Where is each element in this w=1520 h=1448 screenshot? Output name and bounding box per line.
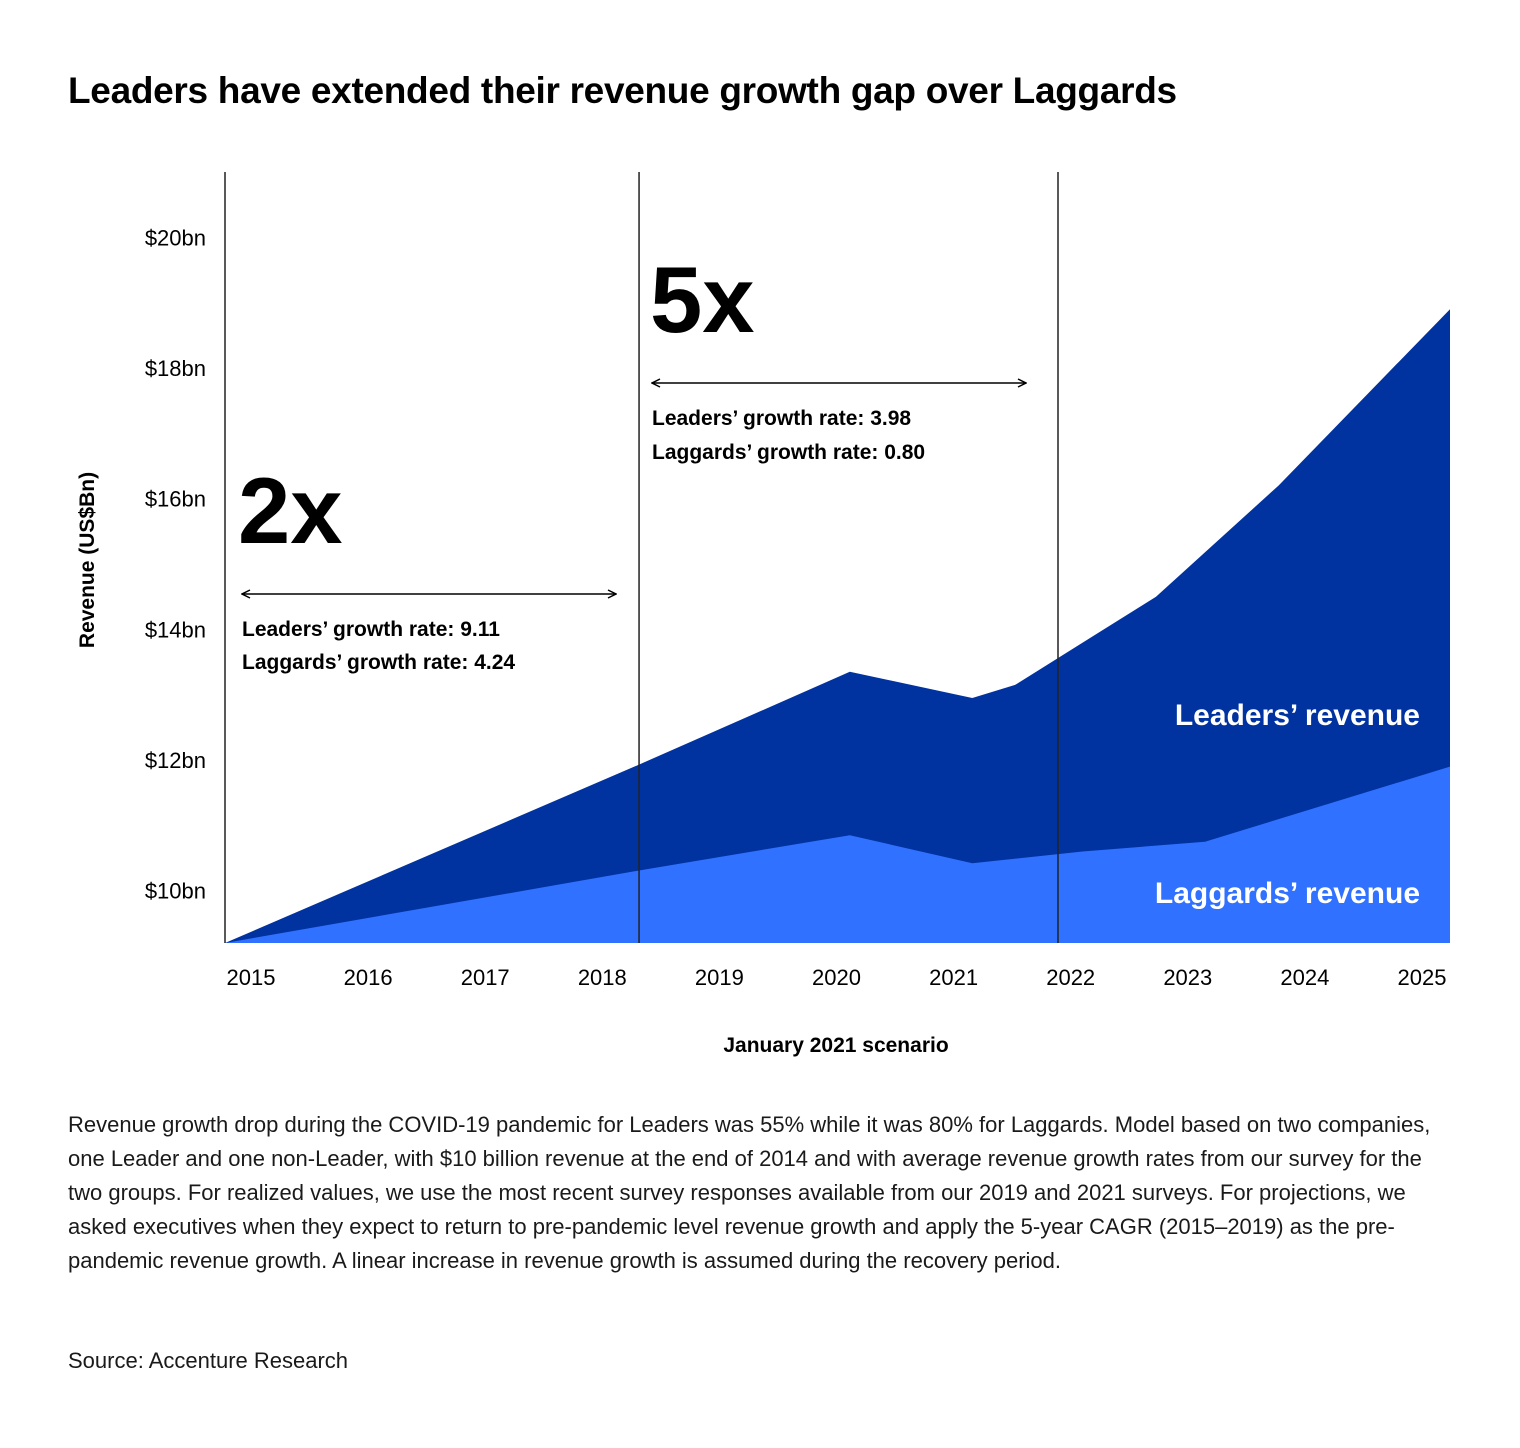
y-tick-label: $20bn <box>145 225 206 250</box>
footnote: Revenue growth drop during the COVID-19 … <box>68 1112 1431 1273</box>
y-axis-label: Revenue (US$Bn) <box>76 472 99 648</box>
annotation-2x-leaders-rate: Leaders’ growth rate: 9.11 <box>242 618 500 641</box>
x-tick-label: 2019 <box>695 965 744 990</box>
annotation-5x-multiplier: 5x <box>650 247 755 352</box>
area-chart: $10bn $12bn $14bn $16bn $18bn $20bn 2015 2016 2… <box>76 172 1450 1057</box>
x-tick-label: 2015 <box>227 965 276 990</box>
y-tick-label: $18bn <box>145 356 206 381</box>
x-tick-label: 2025 <box>1398 965 1447 990</box>
laggards-series-label: Laggards’ revenue <box>1155 877 1420 910</box>
x-tick-label: 2021 <box>929 965 978 990</box>
x-tick-label: 2020 <box>812 965 861 990</box>
area-series-leaders <box>225 309 1450 943</box>
x-tick-label: 2016 <box>344 965 393 990</box>
y-tick-label: $12bn <box>145 748 206 773</box>
x-tick-label: 2018 <box>578 965 627 990</box>
y-tick-label: $16bn <box>145 487 206 512</box>
source-note: Source: Accenture Research <box>68 1348 349 1373</box>
area-series-laggards <box>225 766 1450 943</box>
y-tick-label: $10bn <box>145 879 206 904</box>
annotation-5x-leaders-rate: Leaders’ growth rate: 3.98 <box>652 407 911 430</box>
leaders-series-label: Leaders’ revenue <box>1175 699 1420 732</box>
annotation-5x-laggards-rate: Laggards’ growth rate: 0.80 <box>652 441 925 464</box>
annotation-2x-laggards-rate: Laggards’ growth rate: 4.24 <box>242 651 515 674</box>
chart-title: Leaders have extended their revenue grow… <box>68 70 1177 111</box>
x-tick-label: 2022 <box>1046 965 1095 990</box>
y-tick-label: $14bn <box>145 617 206 642</box>
x-tick-label: 2017 <box>461 965 510 990</box>
x-tick-label: 2024 <box>1280 965 1329 990</box>
x-axis-label: January 2021 scenario <box>723 1034 948 1057</box>
x-tick-label: 2023 <box>1163 965 1212 990</box>
annotation-2x-multiplier: 2x <box>238 458 343 563</box>
